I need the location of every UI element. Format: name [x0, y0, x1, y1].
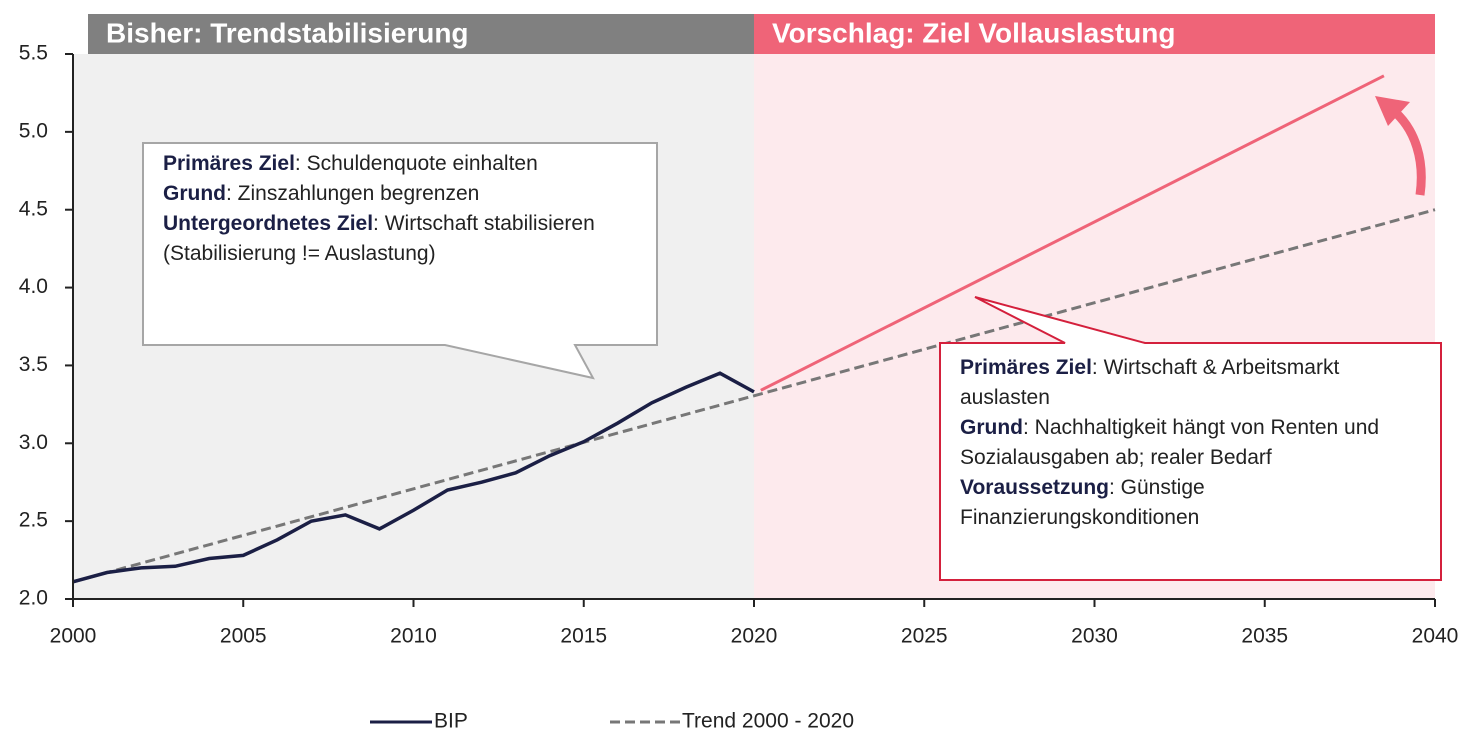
target-line [760, 74, 1385, 392]
x-tick-label: 2030 [1071, 625, 1118, 648]
x-tick-label: 2015 [560, 625, 607, 648]
x-tick-label: 2010 [390, 625, 437, 648]
y-tick-label: 2.5 [19, 509, 48, 532]
callout-heading: Grund [163, 182, 226, 205]
x-tick-label: 2035 [1241, 625, 1288, 648]
legend-label: BIP [434, 710, 468, 733]
callout-heading: Untergeordnetes Ziel [163, 212, 374, 235]
y-tick-label: 4.0 [19, 275, 48, 298]
callout-body: : Wirtschaft & Arbeitsmarkt auslasten [960, 356, 1340, 409]
callout-paragraph: Grund: Nachhaltigkeit hängt von Renten u… [960, 413, 1430, 473]
x-tick-label: 2025 [901, 625, 948, 648]
y-tick-label: 3.0 [19, 431, 48, 454]
callout-body: : Nachhaltigkeit hängt von Renten und So… [960, 416, 1380, 469]
plot [72, 74, 1436, 584]
series-line [72, 371, 755, 584]
callout-paragraph: Untergeordnetes Ziel: Wirtschaft stabili… [163, 209, 633, 269]
y-tick-label: 5.0 [19, 119, 48, 142]
region-header-label: Bisher: Trendstabilisierung [106, 17, 469, 48]
callout-paragraph: Primäres Ziel: Wirtschaft & Arbeitsmarkt… [960, 353, 1430, 413]
y-tick-label: 5.5 [19, 42, 48, 65]
x-tick-label: 2040 [1412, 625, 1459, 648]
callout-paragraph: Voraussetzung: Günstige Finanzierungskon… [960, 473, 1430, 533]
callout-paragraph: Primäres Ziel: Schuldenquote einhalten [163, 149, 633, 179]
x-tick-label: 2020 [731, 625, 778, 648]
region-header-label: Vorschlag: Ziel Vollauslastung [772, 17, 1175, 48]
region-header [754, 14, 1435, 54]
arrow [1391, 108, 1426, 196]
callout-body: : Schuldenquote einhalten [294, 152, 538, 175]
callout-box [939, 296, 1442, 581]
arrow-head [1375, 96, 1410, 126]
callout-body: : Günstige Finanzierungskonditionen [960, 476, 1205, 529]
callout-text: Primäres Ziel: Schuldenquote einhalten Gr… [163, 149, 633, 269]
callout-heading: Grund [960, 416, 1023, 439]
region-header [88, 14, 754, 54]
callout-paragraph: Grund: Zinszahlungen begrenzen [163, 179, 633, 209]
callout-heading: Primäres Ziel [960, 356, 1092, 379]
callout-body: : Zinszahlungen begrenzen [226, 182, 480, 205]
callout-box [142, 142, 658, 380]
series-line [72, 208, 1436, 584]
y-tick-label: 2.0 [19, 587, 48, 610]
legend-label: Trend 2000 - 2020 [682, 710, 854, 733]
callout-body: : Wirtschaft stabilisieren (Stabilisieru… [163, 212, 595, 265]
callout-text: Primäres Ziel: Wirtschaft & Arbeitsmarkt… [960, 353, 1430, 533]
callout-heading: Primäres Ziel [163, 152, 295, 175]
callout-heading: Voraussetzung [960, 476, 1109, 499]
x-tick-label: 2005 [220, 625, 267, 648]
y-tick-label: 3.5 [19, 353, 48, 376]
y-tick-label: 4.5 [19, 197, 48, 220]
axes: 2.0 2.5 3.0 3.5 4.0 4.5 5.0 5.5 2000 2005 2010 2015… [19, 42, 1459, 648]
x-tick-label: 2000 [50, 625, 97, 648]
